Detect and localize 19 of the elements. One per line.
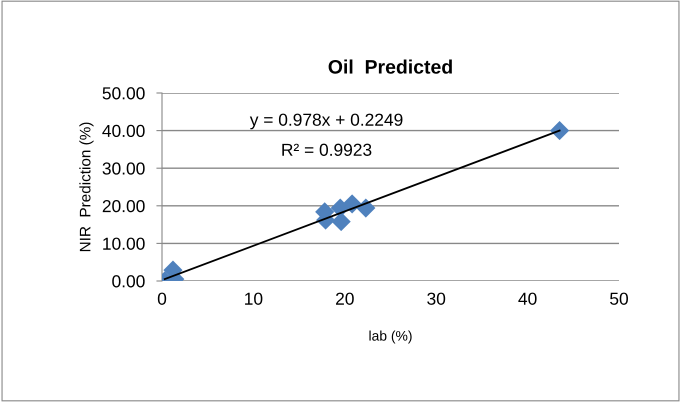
x-tick-label: 10 [245, 292, 262, 305]
x-axis-title: lab (%) [369, 330, 412, 344]
y-tick-label: 20.00 [102, 200, 145, 212]
y-tick-label: 40.00 [102, 124, 145, 138]
x-tick-label: 0 [158, 292, 166, 305]
x-tick-label: 40 [518, 292, 537, 305]
annotation: R² = 0.9923 [282, 144, 372, 156]
y-tick-label: 0.00 [112, 275, 145, 288]
y-tick-label: 50.00 [102, 87, 145, 100]
annotation: y = 0.978x + 0.2249 [250, 114, 402, 130]
x-tick-label: 30 [427, 292, 446, 305]
y-tick-label: 30.00 [102, 162, 145, 175]
y-axis-title: NIR Prediction (%) [79, 122, 94, 252]
point [332, 212, 351, 232]
x-tick-label: 50 [610, 292, 628, 305]
point [550, 121, 570, 140]
chart-title: Oil Predicted [328, 59, 452, 74]
x-tick-label: 20 [336, 292, 354, 305]
y-tick-label: 10.00 [103, 238, 145, 250]
